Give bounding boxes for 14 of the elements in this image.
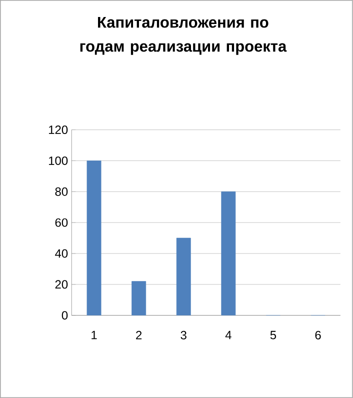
- x-tick-label: 6: [315, 330, 321, 340]
- x-tick-label: 2: [136, 330, 142, 340]
- y-tick-label: 20: [55, 280, 68, 289]
- chart-title: Капиталовложения по годам реализации проекта: [80, 16, 287, 55]
- y-tick-label: 0: [62, 311, 68, 320]
- y-tick-label: 60: [55, 218, 68, 227]
- x-tick-label: 1: [92, 330, 97, 340]
- x-tick-label: 3: [180, 330, 186, 340]
- x-tick-label: 5: [270, 330, 276, 340]
- y-tick-label: 40: [55, 249, 68, 258]
- y-tick-label: 100: [49, 156, 68, 165]
- y-tick-label: 120: [49, 126, 68, 134]
- x-tick-label: 4: [225, 330, 232, 340]
- y-tick-label: 80: [55, 187, 68, 196]
